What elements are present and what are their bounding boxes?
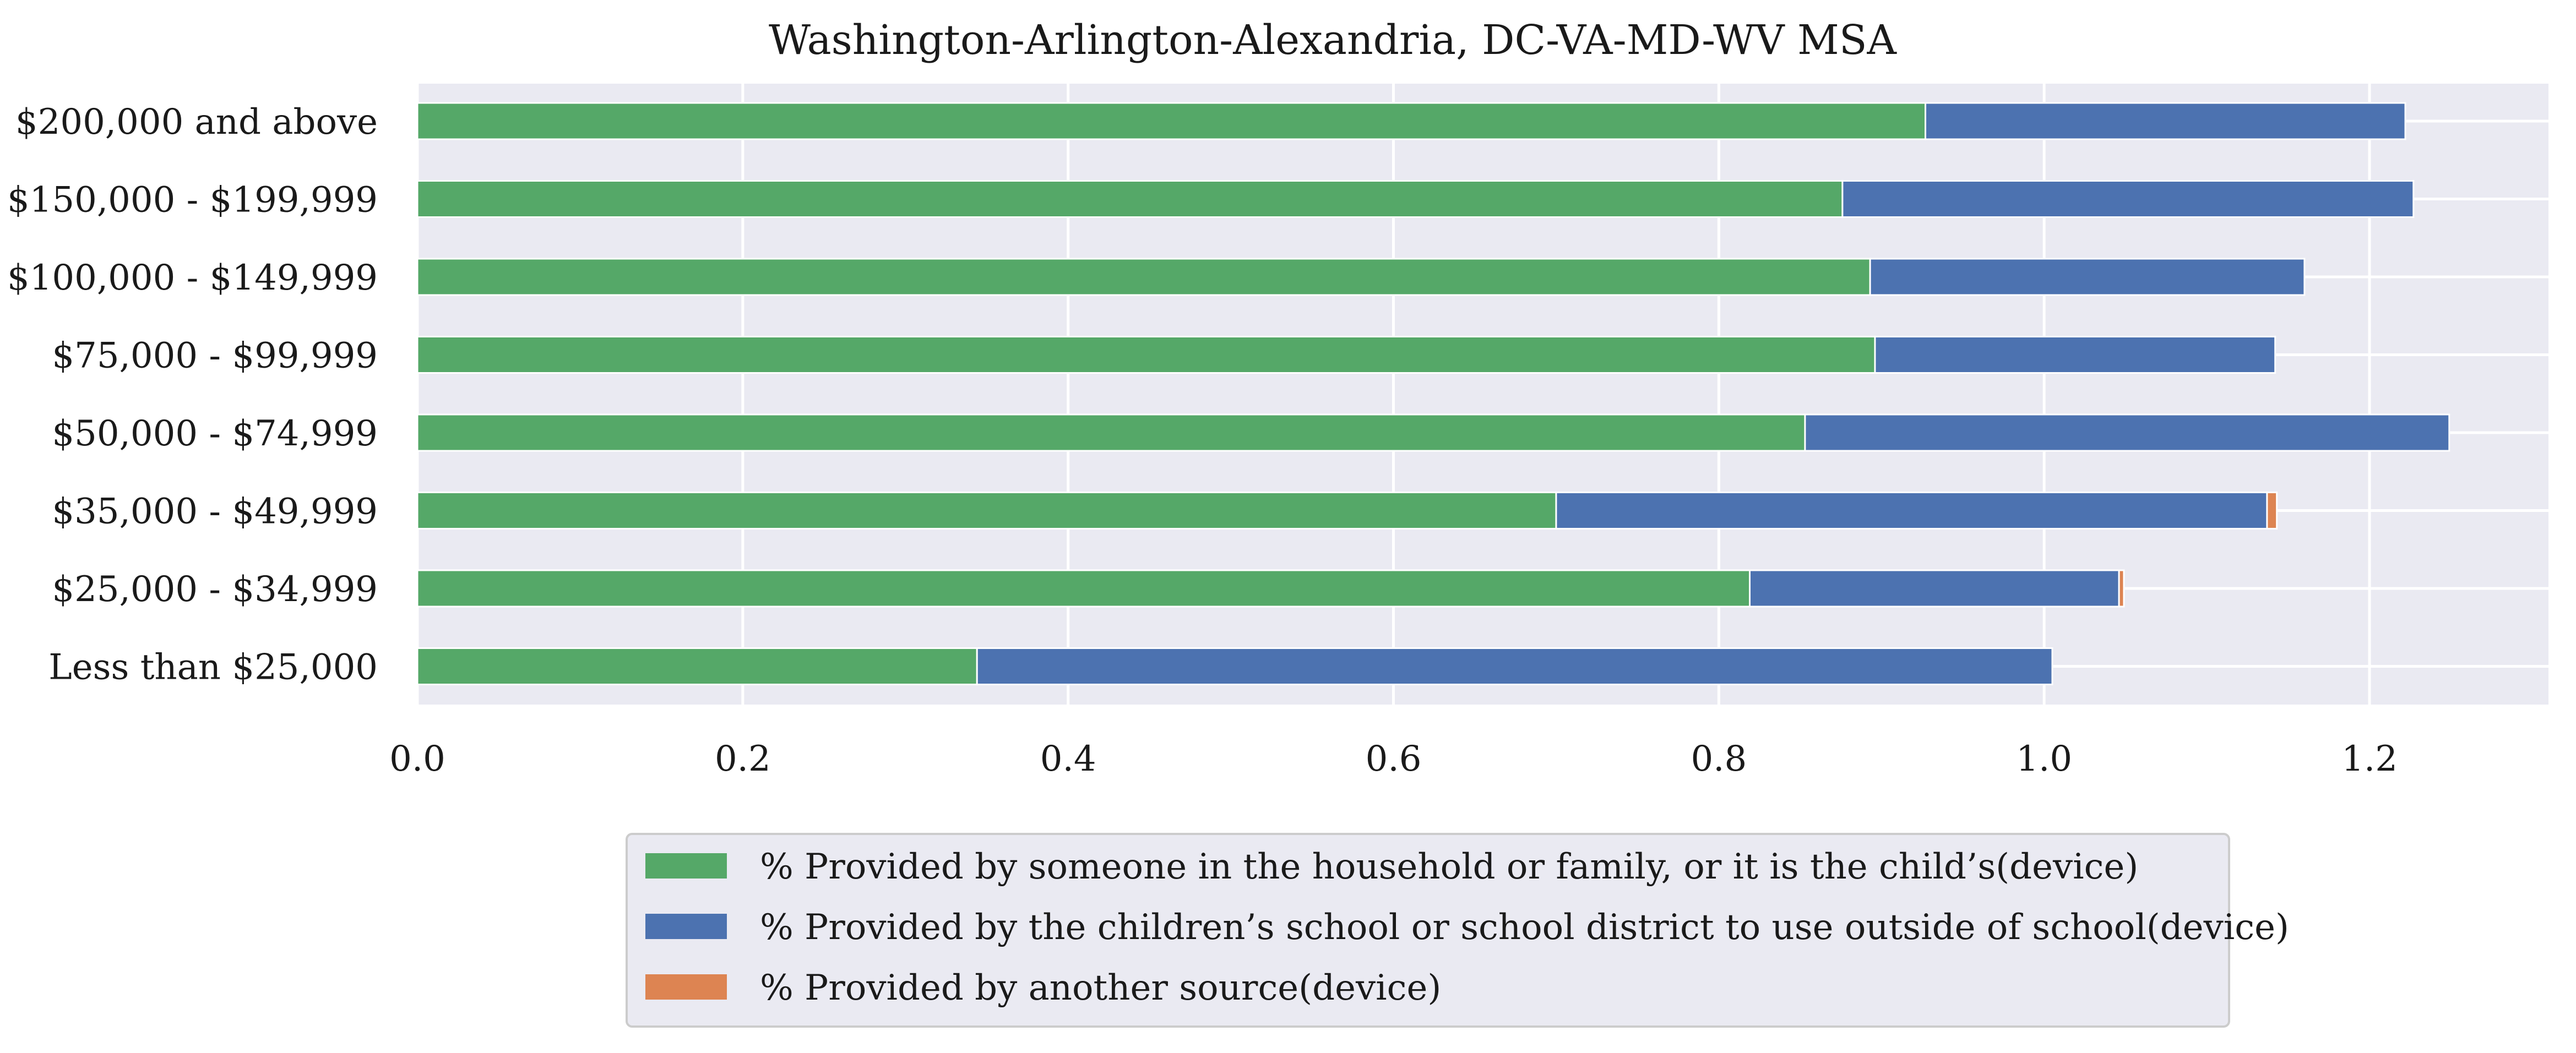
bar-series1-3 <box>1874 336 2276 374</box>
legend-swatch-0 <box>645 853 727 879</box>
bar-series1-2 <box>1869 258 2306 296</box>
bar-series1-4 <box>1804 413 2450 452</box>
x-tick-label: 0.4 <box>1040 739 1096 779</box>
y-tick-label: $75,000 - $99,999 <box>52 336 378 377</box>
bar-series0-6 <box>416 569 1751 608</box>
bars <box>416 102 2450 685</box>
bar-series0-1 <box>416 180 1844 218</box>
y-tick-label: $25,000 - $34,999 <box>52 569 378 610</box>
legend-swatch-2 <box>645 974 727 1000</box>
y-tick-label: $200,000 and above <box>15 102 378 143</box>
y-tick-label: $35,000 - $49,999 <box>52 492 378 532</box>
bar-series0-7 <box>416 647 978 685</box>
plot-area <box>417 84 2548 705</box>
legend: % Provided by someone in the household o… <box>626 833 2289 1028</box>
legend-label-1: % Provided by the children’s school or s… <box>760 907 2289 948</box>
x-tick-label: 0.0 <box>389 739 445 779</box>
legend-label-0: % Provided by someone in the household o… <box>760 847 2138 887</box>
y-tick-label: Less than $25,000 <box>48 647 378 688</box>
bar-series1-6 <box>1748 569 2120 608</box>
x-tick-label: 0.2 <box>715 739 771 779</box>
bar-series2-6 <box>2118 569 2125 608</box>
bar-series1-7 <box>976 647 2053 685</box>
x-tick-labels: 0.0 0.2 0.4 0.6 0.8 1.0 1.2 <box>389 739 2398 779</box>
y-tick-label: $50,000 - $74,999 <box>52 413 378 454</box>
y-tick-labels: $200,000 and above $150,000 - $199,999 $10… <box>7 102 378 688</box>
x-tick-label: 1.0 <box>2016 739 2072 779</box>
x-tick-label: 0.6 <box>1366 739 1422 779</box>
bar-series0-5 <box>416 492 1557 530</box>
y-tick-label: $150,000 - $199,999 <box>7 180 378 221</box>
bar-series1-5 <box>1555 492 2268 530</box>
y-tick-label: $100,000 - $149,999 <box>7 258 378 298</box>
bar-series0-2 <box>416 258 1871 296</box>
legend-swatch-1 <box>645 914 727 939</box>
legend-box <box>626 833 2230 1028</box>
legend-label-2: % Provided by another source(device) <box>760 968 1441 1008</box>
bar-series1-0 <box>1925 102 2406 140</box>
x-tick-label: 1.2 <box>2341 739 2398 779</box>
bar-series0-4 <box>416 413 1806 452</box>
bar-series1-1 <box>1841 180 2415 218</box>
bar-series2-5 <box>2266 492 2278 530</box>
bar-series0-0 <box>416 102 1927 140</box>
x-tick-label: 0.8 <box>1691 739 1747 779</box>
chart-title: Washington-Arlington-Alexandria, DC-VA-M… <box>769 17 1897 64</box>
bar-series0-3 <box>416 336 1876 374</box>
